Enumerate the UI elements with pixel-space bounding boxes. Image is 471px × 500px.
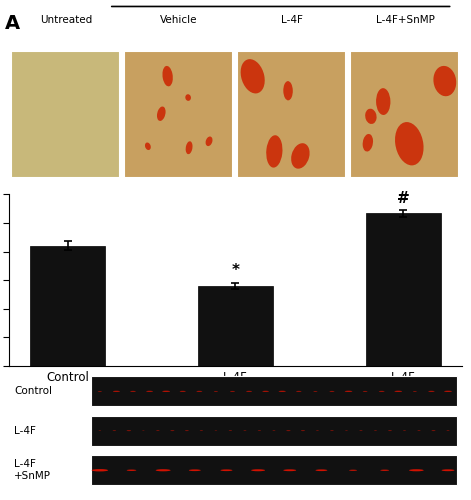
Ellipse shape — [145, 142, 151, 150]
Ellipse shape — [262, 391, 269, 392]
Ellipse shape — [413, 391, 417, 392]
Bar — [365, 213, 441, 366]
Ellipse shape — [185, 94, 191, 101]
Ellipse shape — [251, 470, 265, 472]
Ellipse shape — [220, 470, 232, 471]
Ellipse shape — [157, 106, 166, 121]
Ellipse shape — [162, 390, 170, 392]
Ellipse shape — [433, 66, 456, 96]
Text: Untreated: Untreated — [40, 16, 92, 26]
Ellipse shape — [246, 391, 252, 392]
Ellipse shape — [376, 88, 390, 115]
Text: d12: d12 — [244, 0, 273, 1]
FancyBboxPatch shape — [91, 455, 457, 486]
Ellipse shape — [330, 430, 334, 431]
Ellipse shape — [296, 391, 301, 392]
Ellipse shape — [130, 391, 136, 392]
Ellipse shape — [171, 430, 174, 431]
Ellipse shape — [428, 391, 435, 392]
Text: Vehicle: Vehicle — [160, 16, 198, 26]
Text: L-4F: L-4F — [14, 426, 36, 436]
FancyBboxPatch shape — [91, 376, 457, 406]
Ellipse shape — [345, 391, 352, 392]
Ellipse shape — [330, 391, 334, 392]
Ellipse shape — [395, 122, 423, 166]
Ellipse shape — [196, 391, 202, 392]
Ellipse shape — [313, 391, 317, 392]
Ellipse shape — [127, 470, 136, 471]
Ellipse shape — [286, 430, 291, 431]
Ellipse shape — [91, 469, 108, 472]
Ellipse shape — [186, 142, 193, 154]
FancyBboxPatch shape — [10, 50, 120, 178]
Ellipse shape — [365, 108, 377, 124]
Bar — [198, 286, 273, 366]
Ellipse shape — [388, 430, 392, 431]
Ellipse shape — [283, 81, 293, 100]
Ellipse shape — [189, 470, 201, 471]
Ellipse shape — [291, 143, 309, 169]
Ellipse shape — [379, 391, 384, 392]
Bar — [30, 246, 106, 366]
Ellipse shape — [409, 469, 424, 472]
Ellipse shape — [444, 390, 452, 392]
Ellipse shape — [363, 134, 373, 152]
Ellipse shape — [241, 59, 265, 94]
Ellipse shape — [380, 470, 389, 471]
Ellipse shape — [162, 66, 173, 86]
Text: L-4F: L-4F — [281, 16, 303, 26]
Ellipse shape — [127, 430, 131, 431]
Ellipse shape — [266, 135, 283, 168]
Ellipse shape — [113, 391, 120, 392]
Ellipse shape — [316, 470, 327, 471]
Ellipse shape — [230, 391, 235, 392]
Ellipse shape — [395, 390, 402, 392]
FancyBboxPatch shape — [123, 50, 233, 178]
Text: Control: Control — [14, 386, 52, 396]
Ellipse shape — [98, 391, 102, 392]
Ellipse shape — [363, 391, 367, 392]
Ellipse shape — [431, 430, 436, 431]
Ellipse shape — [156, 469, 171, 472]
Ellipse shape — [284, 470, 296, 471]
Ellipse shape — [180, 391, 186, 392]
Text: L-4F+SnMP: L-4F+SnMP — [376, 16, 434, 26]
Text: L-4F
+SnMP: L-4F +SnMP — [14, 460, 51, 481]
Ellipse shape — [206, 136, 212, 146]
Text: A: A — [5, 14, 20, 32]
Ellipse shape — [146, 391, 153, 392]
FancyBboxPatch shape — [91, 416, 457, 446]
Text: *: * — [232, 264, 239, 278]
Text: #: # — [397, 192, 410, 206]
Ellipse shape — [279, 391, 286, 392]
Ellipse shape — [214, 391, 218, 392]
Ellipse shape — [301, 430, 305, 431]
Ellipse shape — [349, 470, 357, 471]
Ellipse shape — [442, 470, 455, 471]
FancyBboxPatch shape — [236, 50, 346, 178]
Ellipse shape — [185, 430, 189, 431]
FancyBboxPatch shape — [349, 50, 459, 178]
